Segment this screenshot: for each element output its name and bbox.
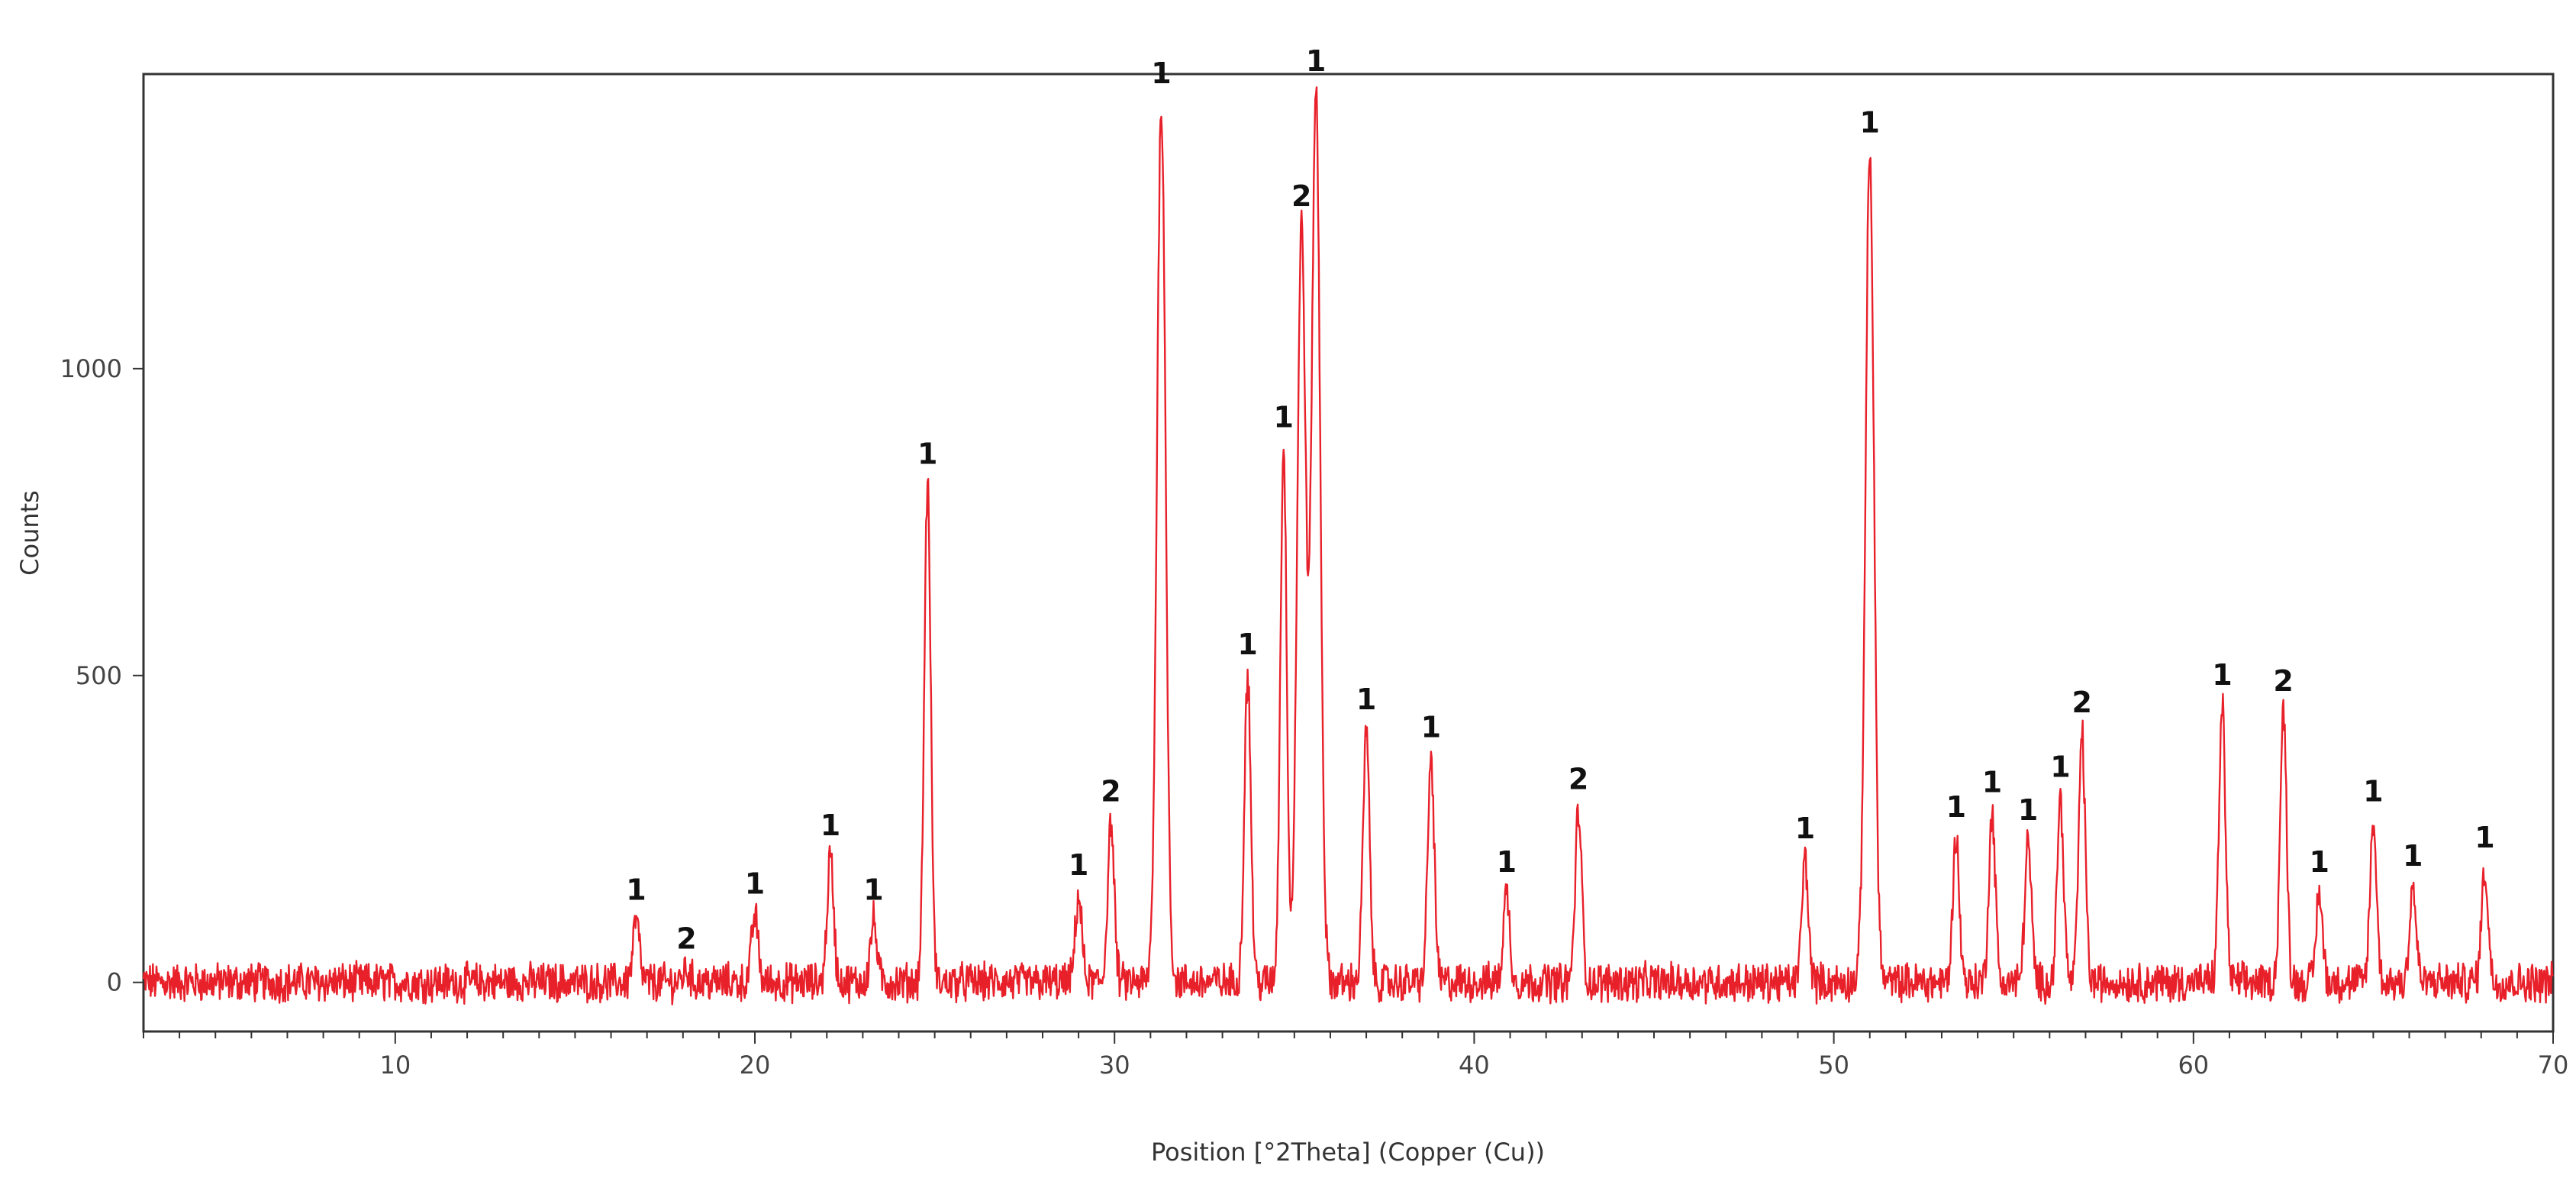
peak-label: 1 — [1946, 790, 1966, 824]
x-tick-label: 30 — [1099, 1051, 1130, 1080]
peak-label: 1 — [917, 437, 937, 471]
peak-label: 1 — [1795, 812, 1815, 845]
peak-label: 2 — [2273, 664, 2293, 698]
peak-label: 1 — [2363, 775, 2383, 809]
y-axis-title: Counts — [15, 490, 44, 576]
peak-label: 1 — [2212, 658, 2232, 692]
x-tick-label: 20 — [740, 1051, 771, 1080]
peak-label: 1 — [1860, 106, 1880, 140]
x-tick-label: 40 — [1459, 1051, 1490, 1080]
peak-label: 2 — [676, 922, 696, 956]
x-tick-label: 60 — [2178, 1051, 2209, 1080]
x-tick-label: 70 — [2538, 1051, 2569, 1080]
peak-label: 1 — [626, 873, 646, 906]
peak-label: 2 — [1291, 179, 1311, 213]
peak-label: 1 — [1356, 683, 1376, 716]
peak-label: 1 — [821, 809, 840, 842]
peak-label: 1 — [2050, 751, 2070, 784]
y-tick-label: 500 — [76, 661, 122, 690]
peak-label: 1 — [863, 873, 883, 906]
peak-label: 2 — [2072, 686, 2092, 719]
peak-label: 1 — [1497, 845, 1517, 879]
peak-label: 2 — [1101, 775, 1120, 809]
x-tick-label: 50 — [1818, 1051, 1849, 1080]
y-axis-ticks: 0 500 1000 — [60, 354, 143, 997]
peak-label: 1 — [1069, 848, 1088, 882]
x-axis-title: Position [°2Theta] (Copper (Cu)) — [1151, 1138, 1545, 1167]
x-axis-ticks: 10 20 30 40 50 60 70 — [143, 1031, 2568, 1080]
peak-label: 1 — [2309, 845, 2329, 879]
peak-label: 1 — [1237, 628, 1257, 661]
peak-label: 1 — [2018, 793, 2038, 827]
peak-label: 1 — [2403, 839, 2423, 873]
plot-frame — [142, 73, 2555, 1033]
peak-label: 1 — [1421, 710, 1441, 744]
y-tick-label: 1000 — [60, 354, 122, 383]
peak-label: 1 — [745, 867, 765, 900]
peak-label: 1 — [1273, 400, 1293, 434]
x-tick-label: 10 — [379, 1051, 411, 1080]
peak-label: 1 — [2474, 821, 2494, 854]
diffraction-pattern-line — [142, 86, 2555, 1006]
peak-label: 1 — [1982, 766, 2002, 799]
peak-label: 1 — [1151, 56, 1171, 90]
peak-label: 2 — [1568, 763, 1588, 796]
peak-label: 1 — [1306, 44, 1326, 78]
y-tick-label: 0 — [107, 968, 122, 997]
